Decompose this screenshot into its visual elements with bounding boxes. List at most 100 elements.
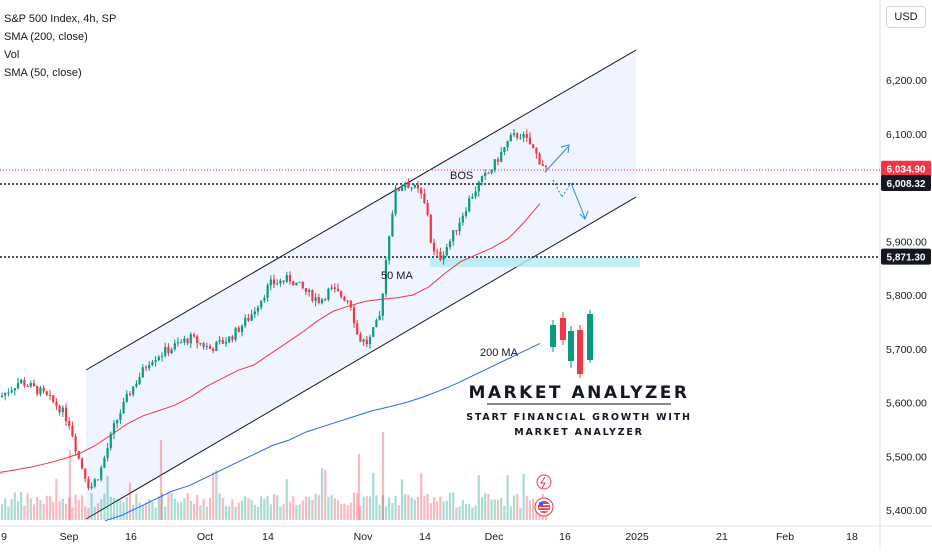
channel-lower-line[interactable] xyxy=(85,196,637,520)
candle-body xyxy=(541,164,544,166)
candle-body xyxy=(106,447,109,458)
volume-bar xyxy=(240,500,244,520)
volume-bar xyxy=(528,500,532,520)
legend-sma200[interactable]: SMA (200, close) xyxy=(4,31,88,43)
volume-bar xyxy=(228,506,231,520)
candle-body xyxy=(244,317,247,326)
candle-body xyxy=(381,293,384,316)
channel-upper-line[interactable] xyxy=(85,49,637,371)
volume-bar xyxy=(269,504,272,520)
volume-bar xyxy=(330,495,333,520)
volume-bar xyxy=(180,501,183,520)
candle-body xyxy=(301,281,304,289)
candle-body xyxy=(212,348,215,352)
currency-button[interactable]: USD xyxy=(886,6,926,28)
volume-bar xyxy=(4,498,7,520)
ma-line[interactable] xyxy=(0,203,541,473)
volume-bar xyxy=(106,475,109,520)
volume-bar xyxy=(372,472,375,520)
candle-body xyxy=(224,342,228,344)
candle-body xyxy=(154,360,157,363)
legend-volume[interactable]: Vol xyxy=(4,49,20,61)
volume-bar xyxy=(468,504,471,520)
candle-body xyxy=(74,436,77,452)
volume-bar xyxy=(183,498,186,520)
volume-bar xyxy=(237,502,240,520)
volume-bar xyxy=(244,496,247,520)
volume-bar xyxy=(48,496,52,520)
volume-bar xyxy=(276,495,279,520)
volume-bar xyxy=(349,502,352,520)
volume-bar xyxy=(36,497,39,520)
volume-bar xyxy=(263,499,266,520)
price-axis[interactable]: 6,200.00 6,100.00 5,900.00 5,800.00 5,700.00… xyxy=(886,75,927,517)
volume-bar xyxy=(432,496,436,520)
candle-body xyxy=(0,395,4,398)
time-tick-label: Dec xyxy=(485,531,504,543)
volume-bar xyxy=(74,494,77,520)
volume-bar xyxy=(218,493,221,520)
volume-bar xyxy=(196,494,199,520)
volume-bar xyxy=(288,501,292,520)
candle-body xyxy=(125,393,128,402)
candle-body xyxy=(266,285,269,298)
candle-body xyxy=(100,467,103,480)
volume-bar xyxy=(522,473,525,520)
ma-line[interactable] xyxy=(104,342,541,522)
volume-bar xyxy=(71,507,74,520)
candle-body xyxy=(519,137,522,139)
candle-body xyxy=(160,355,164,357)
volume-bar xyxy=(416,496,420,520)
price-tick-label: 6,100.00 xyxy=(886,129,927,141)
candle-body xyxy=(93,479,96,487)
time-tick-label: Sep xyxy=(60,531,79,543)
time-tick-label: 21 xyxy=(716,531,728,543)
volume-bar xyxy=(464,504,468,520)
price-label-text: 6,008.32 xyxy=(887,179,926,190)
candle-body xyxy=(346,300,349,302)
volume-bar xyxy=(362,496,365,520)
candle-body xyxy=(58,406,61,413)
candle-body xyxy=(298,281,301,283)
price-label-box xyxy=(881,175,931,192)
legend-symbol[interactable]: S&P 500 Index, 4h, SP xyxy=(4,13,117,25)
candle-body xyxy=(215,341,218,352)
volume-bar xyxy=(272,494,276,520)
demand-zone[interactable] xyxy=(430,258,640,267)
volume-bar xyxy=(340,503,343,520)
candle-body xyxy=(404,183,407,188)
candle-body xyxy=(272,279,276,285)
candle-body xyxy=(148,365,151,369)
candle-body xyxy=(496,159,500,162)
candle-body xyxy=(260,300,263,308)
candle-body xyxy=(109,433,112,448)
candle-body xyxy=(80,458,84,469)
dividend-event-icon[interactable] xyxy=(536,474,552,490)
volume-bar xyxy=(10,499,13,520)
candle-body xyxy=(164,347,167,356)
economic-event-icon[interactable] xyxy=(534,497,554,517)
volume-bar xyxy=(487,494,490,520)
volume-bar xyxy=(116,499,119,520)
volume-bar xyxy=(400,479,404,520)
legend-sma50[interactable]: SMA (50, close) xyxy=(4,67,82,79)
volume-bar xyxy=(279,506,282,520)
volume-bar xyxy=(455,507,458,520)
candle-body xyxy=(544,165,548,168)
volume-bar xyxy=(503,505,506,520)
candle-body xyxy=(295,282,298,286)
volume-bar xyxy=(253,504,256,520)
volume-bar xyxy=(176,502,180,520)
price-tick-label: 6,200.00 xyxy=(886,75,927,87)
candle-body xyxy=(516,133,519,138)
volume-bar xyxy=(90,493,93,520)
time-axis[interactable]: 9 Sep 16 Oct 14 Nov 14 Dec 16 2025 21 Feb 18 xyxy=(1,531,858,543)
candle-body xyxy=(128,393,132,395)
volume-bar xyxy=(407,494,410,520)
volume-bar xyxy=(42,503,45,520)
volume-bar xyxy=(352,492,356,520)
candle-body xyxy=(199,343,202,345)
volume-bar xyxy=(493,499,496,520)
